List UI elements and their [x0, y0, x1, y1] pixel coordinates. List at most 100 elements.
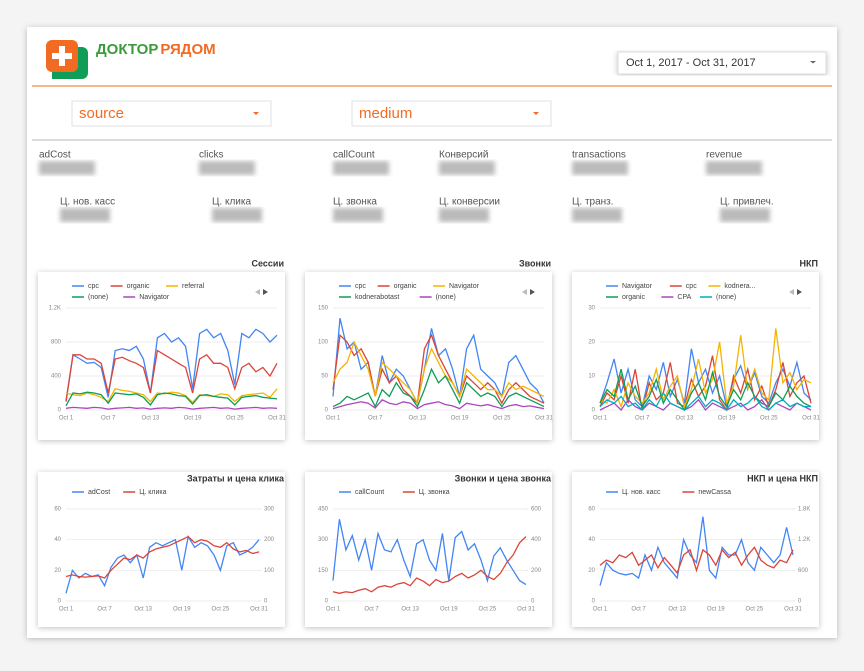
y2-tick-label: 400	[531, 537, 542, 543]
legend-next	[530, 289, 535, 295]
legend-label: (none)	[716, 294, 736, 301]
legend-label: kodnerabotast	[355, 294, 399, 301]
legend-label: callCount	[355, 489, 384, 496]
kpi-value-blurred	[572, 208, 622, 222]
y2-tick-label: 100	[264, 568, 275, 574]
kpi-value-blurred	[39, 161, 95, 175]
y-tick-label: 150	[318, 568, 329, 574]
legend-label: cpc	[88, 283, 99, 290]
logo-text: ДОКТОР РЯДОМ	[96, 41, 216, 58]
legend-label: organic	[622, 294, 645, 301]
y-tick-label: 40	[54, 537, 61, 543]
y-tick-label: 0	[58, 599, 62, 605]
y-tick-label: 0	[592, 408, 596, 414]
kpi-value-blurred	[720, 208, 770, 222]
y-tick-label: 400	[51, 374, 62, 380]
kpi-value-blurred	[439, 161, 495, 175]
dropdown-arrow	[533, 112, 539, 115]
series-line	[65, 388, 278, 404]
kpi-value-blurred	[333, 208, 383, 222]
series-line	[65, 406, 278, 410]
series-line	[65, 349, 278, 402]
x-tick-label: Oct 7	[97, 607, 112, 613]
x-tick-label: Oct 25	[212, 607, 230, 613]
x-tick-label: Oct 7	[101, 416, 116, 422]
y-tick-label: 0	[58, 408, 62, 414]
legend-label: adCost	[88, 489, 110, 496]
kpi-value-blurred	[199, 161, 255, 175]
y2-tick-label: 300	[264, 507, 275, 513]
kpi-value-blurred	[60, 208, 110, 222]
chart-title: Звонки и цена звонка	[455, 473, 552, 483]
series-line	[332, 333, 545, 405]
y-tick-label: 150	[318, 306, 329, 312]
kpi-label: Ц. привлеч.	[720, 197, 774, 208]
x-tick-label: Oct 1	[59, 607, 74, 613]
x-tick-label: Oct 1	[326, 416, 341, 422]
series-line	[599, 369, 812, 412]
x-tick-label: Oct 25	[493, 416, 511, 422]
x-tick-label: Oct 31	[784, 607, 802, 613]
x-tick-label: Oct 19	[173, 607, 191, 613]
legend-prev	[789, 289, 794, 295]
x-tick-label: Oct 19	[451, 416, 469, 422]
series-line	[65, 391, 278, 407]
legend-label: cpc	[355, 283, 366, 290]
legend-label: Ц. звонка	[419, 489, 450, 496]
series-line	[332, 398, 545, 410]
y-tick-label: 60	[54, 507, 61, 513]
y-tick-label: 100	[318, 340, 329, 346]
kpi-label: Ц. звонка	[333, 197, 377, 208]
series-line	[599, 391, 811, 412]
chart-title: НКП	[800, 258, 818, 268]
x-tick-label: Oct 7	[635, 416, 650, 422]
kpi-label: Ц. клика	[212, 197, 251, 208]
series-line	[599, 328, 812, 409]
dropdown-arrow	[810, 61, 816, 64]
legend-label: Navigator	[449, 283, 480, 290]
dropdown-arrow	[253, 112, 259, 115]
date-picker[interactable]	[617, 51, 827, 75]
x-tick-label: Oct 19	[184, 416, 202, 422]
legend-label: kodnera...	[724, 283, 755, 290]
x-tick-label: Oct 1	[59, 416, 74, 422]
legend-next	[263, 289, 268, 295]
legend-label: (none)	[88, 294, 108, 301]
legend-label: organic	[394, 283, 417, 290]
chart-title: Сессии	[252, 258, 284, 268]
kpi-label: Ц. нов. касс	[60, 197, 115, 208]
kpi-label: Ц. конверсии	[439, 197, 500, 208]
chart-card	[38, 272, 285, 440]
x-tick-label: Oct 13	[409, 416, 427, 422]
y-tick-label: 60	[588, 507, 595, 513]
y-tick-label: 10	[588, 374, 595, 380]
y2-tick-label: 0	[798, 599, 802, 605]
legend-label: (none)	[436, 294, 456, 301]
legend-label: Ц. нов. касс	[622, 489, 661, 496]
chart-title: Звонки	[519, 258, 551, 268]
y2-tick-label: 600	[531, 507, 542, 513]
x-tick-label: Oct 7	[368, 416, 383, 422]
x-tick-label: Oct 25	[226, 416, 244, 422]
y-tick-label: 20	[588, 340, 595, 346]
y-tick-label: 0	[325, 599, 329, 605]
x-tick-label: Oct 25	[746, 607, 764, 613]
series-line	[332, 340, 545, 406]
y-tick-label: 450	[318, 507, 329, 513]
x-tick-label: Oct 13	[142, 416, 160, 422]
charts: Сессии cpc organic referral (none) Navigator 0…	[38, 258, 820, 627]
filter-source[interactable]	[71, 100, 272, 127]
y-tick-label: 0	[325, 408, 329, 414]
y2-tick-label: 0	[531, 599, 535, 605]
logo: ДОКТОР РЯДОМ	[46, 40, 216, 79]
y2-tick-label: 200	[531, 568, 542, 574]
kpi-label: adCost	[39, 150, 71, 161]
series-line	[65, 535, 260, 579]
kpi-value-blurred	[572, 161, 628, 175]
filter-medium[interactable]	[351, 100, 552, 127]
y2-tick-label: 1.8K	[798, 507, 810, 513]
kpi-label: Конверсий	[439, 150, 488, 161]
kpi-label: transactions	[572, 150, 626, 161]
